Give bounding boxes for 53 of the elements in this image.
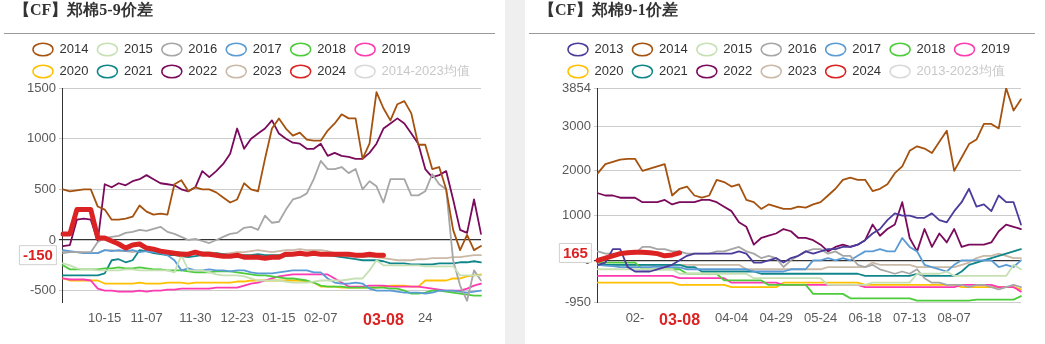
x-tick-label: 10-15 [88, 310, 122, 326]
legend-label: 2019 [381, 41, 411, 57]
x-tick-label: 07-13 [893, 310, 927, 326]
y-tick-label: 500 [34, 180, 56, 196]
legend-label: 2016 [787, 41, 817, 57]
y-tick-label: -950 [564, 294, 591, 310]
legend-label: 2018 [916, 41, 946, 57]
x-tick-label: 06-18 [848, 310, 882, 326]
x-tick-label: 24 [418, 310, 433, 326]
legend-label: 2022 [188, 63, 218, 79]
legend-label: 2021 [123, 63, 153, 79]
legend-label: 2017 [252, 41, 282, 57]
legend-label: 2024 [852, 63, 882, 79]
y-tick-label: 3000 [562, 117, 591, 133]
x-tick-label: 04-04 [714, 310, 749, 326]
x-tick-label: 03-08 [659, 310, 701, 328]
chart-title: 【CF】郑棉9-1价差 [529, 0, 1035, 34]
legend-label: 2014 [59, 41, 89, 57]
chart-title: 【CF】郑棉5-9价差 [4, 0, 495, 34]
text: -150 [22, 246, 53, 264]
x-tick-label: 12-23 [220, 310, 254, 326]
y-tick-label: 0 [48, 231, 56, 247]
legend-label: 2015 [723, 41, 753, 57]
legend-label: 2019 [981, 41, 1010, 57]
legend-label: 2022 [723, 63, 753, 79]
y-tick-label: 1000 [27, 130, 56, 146]
x-tick-label: 02- [625, 310, 645, 326]
legend-label: 2013 [594, 41, 624, 57]
legend-label: 2023 [787, 63, 817, 79]
y-tick-label: 2000 [562, 162, 591, 178]
y-tick-label: 1000 [562, 207, 591, 223]
x-tick-label: 04-29 [759, 310, 793, 326]
legend-label: 2014 [658, 41, 688, 57]
legend-label: 2020 [594, 63, 624, 79]
y-tick-label: 3854 [562, 79, 591, 95]
legend-label: 2015 [123, 41, 153, 57]
legend-label: 2021 [658, 63, 688, 79]
legend-label: 2024 [317, 63, 347, 79]
legend-label: 2020 [59, 63, 89, 79]
x-tick-label: 02-07 [304, 310, 338, 326]
legend-label: 2018 [317, 41, 347, 57]
legend-label: 2017 [852, 41, 882, 57]
legend-label: 2016 [188, 41, 218, 57]
text: 165 [562, 244, 588, 262]
x-tick-label: 11-07 [130, 310, 163, 326]
x-tick-label: 03-08 [362, 310, 405, 328]
x-tick-label: 11-30 [179, 310, 212, 326]
x-tick-label: 08-07 [937, 310, 971, 326]
y-tick-label: -500 [29, 282, 56, 298]
x-tick-label: 01-15 [262, 310, 296, 326]
x-tick-label: 05-24 [803, 310, 838, 326]
y-tick-label: 1500 [27, 79, 56, 95]
legend-label: 2023 [252, 63, 282, 79]
